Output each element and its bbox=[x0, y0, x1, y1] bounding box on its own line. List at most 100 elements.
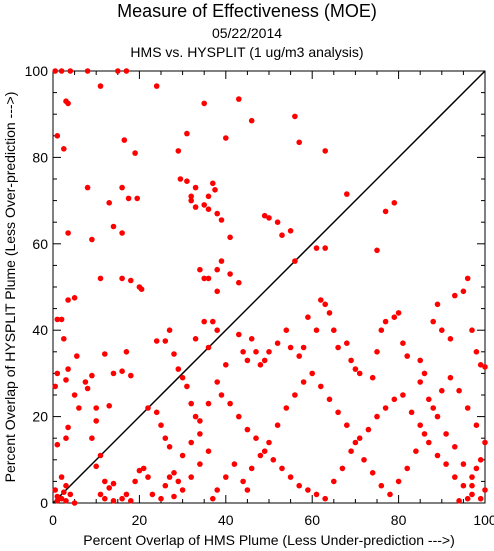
data-point bbox=[74, 353, 80, 359]
x-axis-label: Percent Overlap of HMS Plume (Less Under… bbox=[83, 532, 455, 548]
data-point bbox=[162, 338, 169, 344]
data-point bbox=[309, 370, 316, 377]
data-point bbox=[138, 286, 145, 293]
data-point bbox=[63, 498, 69, 504]
data-point bbox=[110, 498, 117, 504]
data-point bbox=[460, 482, 467, 489]
data-point bbox=[177, 176, 184, 182]
data-point bbox=[201, 275, 207, 282]
data-point bbox=[128, 372, 134, 379]
data-point bbox=[236, 279, 242, 286]
data-point bbox=[443, 431, 449, 437]
data-point bbox=[61, 146, 67, 152]
data-point bbox=[253, 349, 259, 355]
data-point bbox=[67, 68, 74, 74]
data-point bbox=[84, 184, 91, 191]
data-point bbox=[175, 148, 182, 154]
data-point bbox=[214, 288, 220, 295]
data-point bbox=[223, 362, 229, 368]
data-point bbox=[214, 379, 220, 385]
data-point bbox=[292, 113, 298, 120]
x-tick-label: 40 bbox=[218, 512, 234, 528]
data-point bbox=[430, 405, 437, 411]
data-point bbox=[188, 193, 194, 200]
data-point bbox=[296, 353, 303, 359]
data-point bbox=[171, 493, 177, 500]
data-point bbox=[482, 364, 488, 370]
data-point bbox=[227, 234, 233, 241]
data-point bbox=[305, 314, 311, 321]
data-point bbox=[482, 439, 488, 446]
data-point bbox=[356, 435, 363, 442]
data-point bbox=[205, 400, 212, 407]
data-point bbox=[477, 495, 484, 502]
data-point bbox=[201, 318, 207, 325]
data-point bbox=[63, 377, 69, 383]
data-point bbox=[447, 374, 454, 381]
data-point bbox=[469, 491, 475, 498]
x-tick-label: 20 bbox=[132, 512, 148, 528]
data-point bbox=[331, 478, 337, 485]
data-point bbox=[464, 275, 471, 282]
data-point bbox=[322, 148, 329, 154]
data-point bbox=[253, 435, 259, 442]
data-point bbox=[52, 383, 58, 390]
data-point bbox=[413, 448, 419, 455]
data-point bbox=[430, 318, 437, 325]
data-point bbox=[296, 139, 303, 146]
data-point bbox=[460, 288, 467, 295]
data-point bbox=[65, 424, 71, 431]
data-point bbox=[421, 431, 428, 437]
data-point bbox=[266, 439, 272, 446]
data-point bbox=[374, 413, 380, 420]
data-point bbox=[197, 418, 203, 424]
data-point bbox=[214, 487, 220, 493]
data-point bbox=[192, 184, 199, 191]
data-point bbox=[369, 470, 376, 476]
data-point bbox=[218, 392, 225, 398]
y-tick-labels: 0 20 40 60 80 100 bbox=[25, 63, 49, 511]
data-point bbox=[274, 219, 281, 225]
data-point bbox=[175, 366, 182, 372]
data-point bbox=[464, 405, 471, 411]
data-point bbox=[179, 487, 186, 493]
data-point bbox=[374, 349, 380, 355]
data-point bbox=[322, 495, 329, 502]
data-point bbox=[257, 452, 264, 459]
data-point bbox=[257, 362, 264, 368]
y-tick-label: 60 bbox=[32, 236, 48, 252]
data-point bbox=[231, 461, 238, 467]
data-point bbox=[244, 357, 251, 364]
data-point bbox=[378, 482, 385, 489]
data-point bbox=[110, 223, 117, 230]
data-point bbox=[248, 117, 255, 124]
data-point bbox=[218, 258, 225, 264]
chart-title: Measure of Effectiveness (MOE) bbox=[117, 1, 377, 21]
data-point bbox=[171, 351, 177, 357]
data-point bbox=[119, 230, 125, 236]
data-point bbox=[205, 193, 212, 200]
data-point bbox=[184, 383, 190, 390]
data-point bbox=[197, 431, 203, 437]
data-point bbox=[361, 457, 367, 463]
data-point bbox=[318, 383, 324, 390]
data-point bbox=[270, 457, 277, 463]
data-point bbox=[447, 336, 454, 342]
x-tick-label: 0 bbox=[49, 512, 57, 528]
data-point bbox=[292, 258, 298, 264]
data-point bbox=[184, 178, 190, 184]
data-point bbox=[274, 340, 281, 347]
data-point bbox=[248, 336, 255, 342]
data-point bbox=[439, 387, 445, 394]
data-point bbox=[171, 470, 177, 476]
data-point bbox=[244, 426, 251, 433]
data-point bbox=[261, 448, 268, 455]
y-tick-label: 20 bbox=[32, 409, 48, 425]
y-tick-label: 80 bbox=[32, 149, 48, 165]
data-point bbox=[335, 409, 341, 416]
data-point bbox=[274, 422, 281, 429]
data-point bbox=[387, 491, 393, 498]
data-point bbox=[136, 467, 143, 474]
data-point bbox=[464, 495, 471, 502]
data-point bbox=[102, 351, 108, 357]
